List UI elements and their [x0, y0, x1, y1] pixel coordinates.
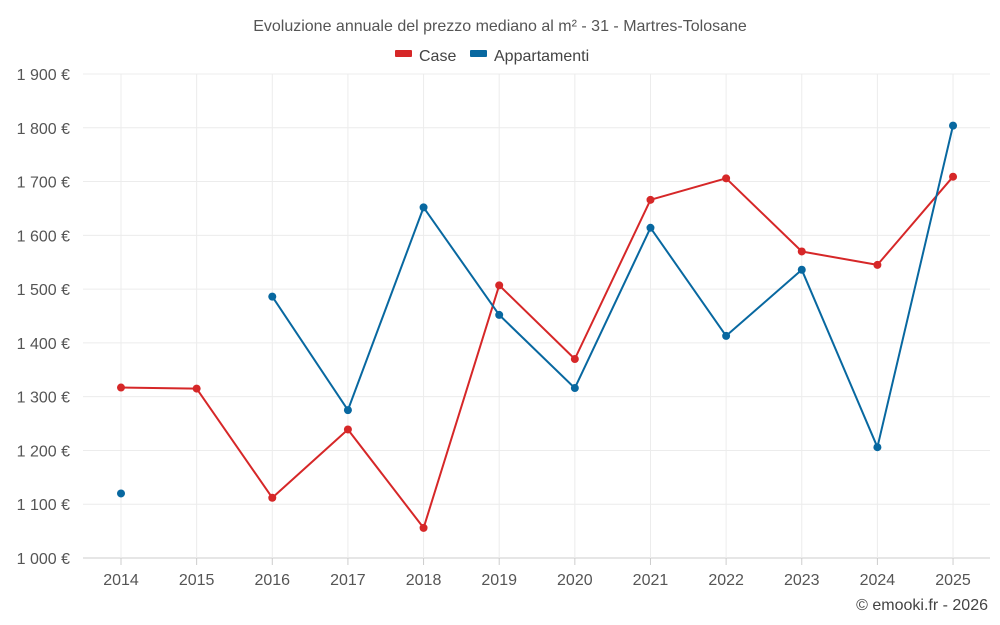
x-tick-label: 2017 [330, 572, 366, 589]
y-tick-label: 1 500 € [17, 282, 70, 299]
x-tick-label: 2025 [935, 572, 971, 589]
y-tick-label: 1 700 € [17, 175, 70, 192]
legend-label-case: Case [419, 48, 456, 65]
data-point-appartamenti[interactable] [268, 292, 277, 301]
data-point-appartamenti[interactable] [949, 121, 958, 130]
y-tick-label: 1 400 € [17, 336, 70, 353]
data-point-appartamenti[interactable] [873, 443, 882, 452]
y-tick-label: 1 300 € [17, 390, 70, 407]
legend-item-case[interactable]: Case [395, 48, 456, 65]
data-point-case[interactable] [117, 383, 125, 392]
data-point-case[interactable] [722, 174, 731, 183]
x-tick-label: 2021 [633, 572, 669, 589]
series-line-case [120, 176, 954, 529]
data-point-appartamenti[interactable] [797, 265, 806, 274]
x-tick-label: 2019 [481, 572, 517, 589]
data-point-appartamenti[interactable] [570, 384, 579, 393]
chart-title: Evoluzione annuale del prezzo mediano al… [253, 18, 747, 35]
data-point-case[interactable] [343, 425, 352, 434]
x-tick-label: 2016 [254, 572, 290, 589]
data-point-case[interactable] [268, 493, 277, 502]
x-tick-label: 2014 [103, 572, 139, 589]
x-tick-label: 2018 [406, 572, 442, 589]
x-tick-label: 2015 [179, 572, 215, 589]
series-line-appartamenti [271, 125, 954, 449]
credit-text: © emooki.fr - 2026 [856, 597, 988, 614]
data-point-case[interactable] [570, 355, 579, 364]
y-tick-label: 1 000 € [17, 551, 70, 568]
y-tick-label: 1 600 € [17, 228, 70, 245]
legend-swatch-appartamenti [470, 50, 487, 57]
data-point-case[interactable] [419, 523, 428, 532]
y-tick-label: 1 100 € [17, 497, 70, 514]
legend-swatch-case [395, 50, 412, 57]
series-appartamenti [117, 121, 958, 498]
x-tick-label: 2022 [708, 572, 744, 589]
data-point-case[interactable] [797, 247, 806, 256]
data-point-appartamenti[interactable] [495, 310, 504, 319]
data-point-case[interactable] [495, 281, 504, 290]
data-point-appartamenti[interactable] [343, 406, 352, 415]
data-point-appartamenti[interactable] [419, 203, 428, 212]
legend-label-appartamenti: Appartamenti [494, 48, 589, 65]
y-tick-label: 1 900 € [17, 67, 70, 84]
y-tick-label: 1 800 € [17, 121, 70, 138]
x-tick-label: 2020 [557, 572, 593, 589]
data-point-appartamenti[interactable] [646, 223, 655, 232]
data-point-appartamenti[interactable] [722, 331, 731, 340]
series-case [117, 172, 958, 532]
y-axis: 1 000 € 1 100 € 1 200 € 1 300 € 1 400 € 1 500… [17, 67, 70, 568]
data-point-case[interactable] [873, 260, 882, 269]
series-layer [117, 121, 958, 532]
legend-item-appartamenti[interactable]: Appartamenti [470, 48, 589, 65]
data-point-case[interactable] [949, 172, 958, 181]
x-axis: 2014 2015 2016 2017 2018 2019 2020 2021 2022 2023… [103, 558, 971, 589]
data-point-appartamenti[interactable] [117, 489, 125, 498]
legend: Case Appartamenti [395, 48, 589, 65]
y-tick-label: 1 200 € [17, 443, 70, 460]
x-tick-label: 2024 [860, 572, 896, 589]
data-point-case[interactable] [192, 384, 201, 393]
x-tick-label: 2023 [784, 572, 820, 589]
grid [83, 73, 990, 559]
data-point-case[interactable] [646, 195, 655, 204]
